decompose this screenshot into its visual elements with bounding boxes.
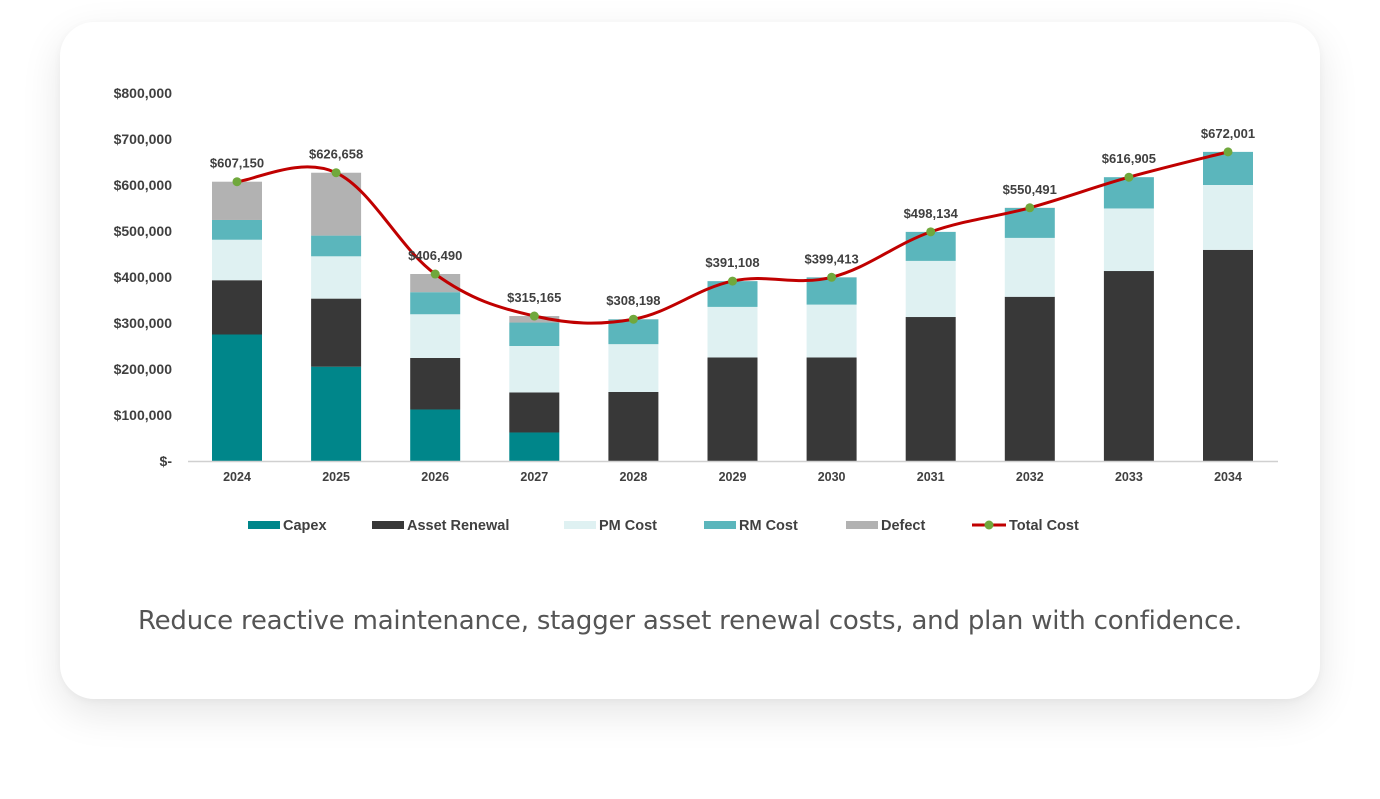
bar-asset-renewal [212,280,262,335]
data-label: $406,490 [408,248,462,263]
bar-rm-cost [509,322,560,346]
data-label: $399,413 [804,251,858,266]
legend-label: Asset Renewal [407,518,509,534]
y-tick-label: $300,000 [114,315,173,331]
total-cost-marker [430,269,440,279]
y-tick-label: $400,000 [114,269,173,285]
x-tick-label: 2031 [917,470,945,484]
legend-swatch [372,521,404,529]
total-cost-marker [331,168,341,178]
total-cost-marker [232,177,242,187]
bar-asset-renewal [509,392,560,433]
legend-label: Capex [283,518,327,534]
x-tick-label: 2028 [619,470,647,484]
bar-asset-renewal [1203,249,1253,461]
y-tick-label: $800,000 [114,85,173,101]
y-tick-label: $- [160,453,173,469]
bar-rm-cost [806,277,857,305]
bar-capex [212,334,262,461]
legend-label: Defect [881,518,925,534]
x-tick-label: 2033 [1115,470,1143,484]
bar-defect [410,274,461,293]
bar-asset-renewal [707,357,758,461]
x-tick-label: 2024 [223,470,251,484]
y-tick-label: $600,000 [114,177,173,193]
data-label: $607,150 [210,156,264,171]
total-cost-marker [1025,203,1035,213]
bar-asset-renewal [806,357,857,461]
data-label: $672,001 [1201,126,1255,141]
legend-line-marker [984,520,994,530]
total-cost-marker [529,311,539,321]
legend-swatch [564,521,596,529]
x-tick-label: 2027 [520,470,548,484]
bar-rm-cost [410,292,461,315]
total-cost-marker [926,227,936,237]
x-tick-label: 2026 [421,470,449,484]
legend-label: Total Cost [1009,518,1079,534]
legend-swatch [846,521,878,529]
bar-pm-cost [707,306,758,358]
bar-pm-cost [410,314,461,358]
total-cost-marker [728,276,737,286]
bar-asset-renewal [410,357,461,410]
bar-pm-cost [212,239,262,281]
legend-label: PM Cost [599,518,657,534]
data-label: $626,658 [309,147,363,162]
bar-pm-cost [1004,237,1055,297]
data-label: $498,134 [904,206,959,221]
x-tick-label: 2030 [818,470,846,484]
bar-asset-renewal [1004,296,1055,461]
bar-capex [410,409,461,461]
y-tick-label: $700,000 [114,131,173,147]
total-cost-marker [827,272,837,282]
legend-label: RM Cost [739,518,798,534]
data-label: $315,165 [507,290,561,305]
data-label: $616,905 [1102,151,1156,166]
stacked-bar-chart: $- $100,000 $200,000 $300,000 $400,000 $500,0… [114,85,1278,534]
legend-swatch [248,521,280,529]
caption-text: Reduce reactive maintenance, stagger ass… [137,606,1243,636]
bar-capex [311,366,362,461]
bar-pm-cost [1103,208,1154,272]
data-label: $308,198 [606,293,660,308]
x-tick-label: 2032 [1016,470,1044,484]
bar-pm-cost [608,344,659,392]
bar-pm-cost [311,256,362,299]
y-tick-label: $100,000 [114,407,173,423]
bar-asset-renewal [905,317,956,461]
bar-asset-renewal [1103,271,1154,461]
x-tick-label: 2025 [322,470,350,484]
bar-pm-cost [905,260,956,318]
data-label: $550,491 [1003,182,1057,197]
x-tick-label: 2029 [719,470,747,484]
total-cost-marker [1124,172,1134,182]
bar-asset-renewal [311,298,362,367]
data-label: $391,108 [705,255,759,270]
bar-defect [212,181,262,220]
bar-pm-cost [509,346,560,393]
bar-capex [509,432,560,461]
bar-rm-cost [311,235,362,257]
bar-rm-cost [212,219,262,240]
x-tick-label: 2034 [1214,470,1242,484]
total-cost-marker [1223,147,1233,157]
y-tick-label: $500,000 [114,223,173,239]
bar-defect [311,172,362,236]
bar-pm-cost [806,304,857,358]
legend-swatch [704,521,736,529]
total-cost-marker [628,314,638,324]
bar-pm-cost [1203,185,1253,250]
bar-asset-renewal [608,392,659,461]
y-tick-label: $200,000 [114,361,173,377]
bar-rm-cost [905,231,956,261]
